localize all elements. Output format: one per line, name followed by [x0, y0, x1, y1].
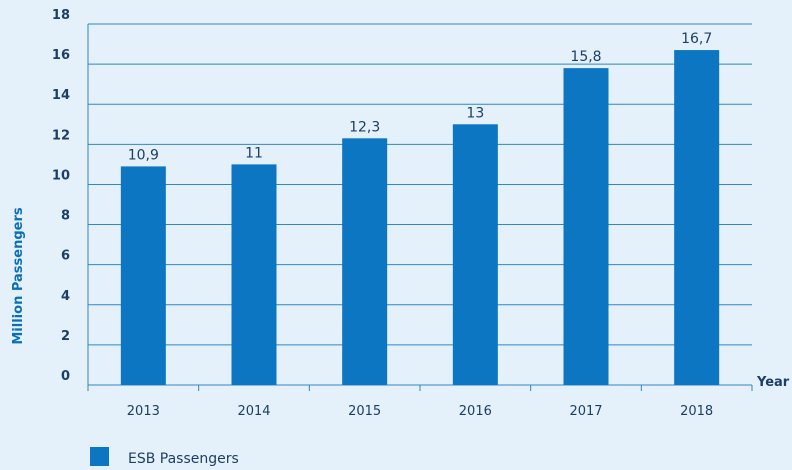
bar-value-labels: 10,9 11 12,3 13 15,8 16,7: [128, 31, 713, 163]
x-tick-label: 2013: [127, 404, 160, 419]
legend: ESB Passengers: [90, 447, 239, 467]
y-tick-label: 10: [52, 168, 70, 183]
y-tick-labels: 0 2 4 6 8 10 12 14 16 18: [52, 8, 70, 384]
x-tick-label: 2016: [459, 404, 492, 419]
y-tick-label: 14: [52, 88, 70, 103]
x-tick-label: 2014: [237, 404, 270, 419]
y-tick-label: 2: [61, 329, 70, 344]
bar: [342, 138, 388, 385]
bar-value-label: 16,7: [681, 31, 712, 47]
y-tick-label: 8: [61, 209, 70, 224]
y-tick-label: 12: [52, 128, 70, 143]
x-tick-label: 2015: [348, 404, 381, 419]
bar-value-label: 12,3: [349, 119, 380, 135]
grid-lines: [87, 23, 753, 391]
y-tick-label: 6: [61, 249, 70, 264]
bar: [674, 50, 720, 385]
x-axis-title: Year: [756, 375, 790, 390]
y-tick-label: 0: [61, 369, 70, 384]
y-tick-label: 4: [61, 289, 70, 304]
bar-value-label: 10,9: [128, 147, 159, 163]
legend-label: ESB Passengers: [128, 451, 239, 467]
bar: [120, 166, 166, 385]
y-tick-label: 18: [52, 8, 70, 23]
y-tick-label: 16: [52, 48, 70, 63]
y-axis-title: Million Passengers: [11, 207, 26, 345]
legend-swatch: [90, 447, 109, 466]
bar: [231, 164, 277, 385]
x-tick-label: 2017: [569, 404, 602, 419]
x-tick-labels: 2013 2014 2015 2016 2017 2018: [127, 404, 713, 419]
bar-value-label: 15,8: [570, 49, 601, 65]
bars: [120, 50, 720, 386]
x-tick-label: 2018: [680, 404, 713, 419]
bar: [563, 68, 609, 385]
bar-value-label: 11: [245, 145, 263, 161]
bar-value-label: 13: [466, 105, 484, 121]
bar: [452, 124, 498, 386]
